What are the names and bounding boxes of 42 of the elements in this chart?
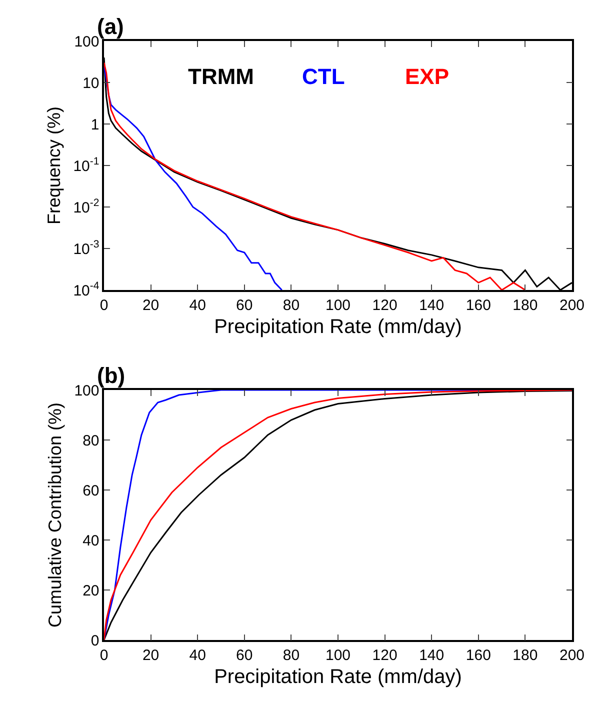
x-tick-label: 100 xyxy=(325,646,351,664)
x-tick-label: 160 xyxy=(466,646,491,664)
x-tick-label: 200 xyxy=(559,296,585,314)
x-tick-label: 180 xyxy=(512,296,538,314)
y-axis-title: Cumulative Contribution (%) xyxy=(44,402,65,628)
y-tick-label: 10$^{-1}$ xyxy=(73,155,100,175)
x-tick-label: 120 xyxy=(372,646,398,664)
y-tick-label: 60 xyxy=(82,482,100,500)
y-tick-label: 20 xyxy=(82,582,100,600)
x-tick-label: 160 xyxy=(466,296,491,314)
x-tick-label: 20 xyxy=(142,296,160,314)
y-tick-label: 10 xyxy=(82,74,100,92)
x-tick-label: 20 xyxy=(142,646,160,664)
x-axis-title: Precipitation Rate (mm/day) xyxy=(214,316,462,338)
chart-title: (a) xyxy=(97,14,124,39)
text: CTL xyxy=(302,64,345,89)
x-tick-label: 60 xyxy=(236,296,253,314)
y-tick-label: 1 xyxy=(90,116,100,134)
text: TRMM xyxy=(188,64,254,89)
x-axis-title: Precipitation Rate (mm/day) xyxy=(214,666,462,688)
x-tick-label: 60 xyxy=(236,646,253,664)
y-axis-title: Frequency (%) xyxy=(44,106,64,225)
chart-title: (b) xyxy=(97,363,126,388)
x-tick-label: 80 xyxy=(282,646,300,664)
y-tick-label: 80 xyxy=(82,432,100,450)
x-tick-label: 100 xyxy=(325,296,351,314)
x-tick-label: 200 xyxy=(559,646,585,664)
x-tick-label: 140 xyxy=(419,646,444,664)
x-tick-label: 40 xyxy=(189,646,206,664)
y-tick-label: 100 xyxy=(74,382,100,400)
x-tick-label: 80 xyxy=(282,296,300,314)
x-tick-label: 140 xyxy=(419,296,444,314)
x-tick-label: 40 xyxy=(189,296,206,314)
y-tick-label: 40 xyxy=(82,532,100,550)
y-tick-label: 0 xyxy=(90,632,100,650)
x-tick-label: 120 xyxy=(372,296,398,314)
y-tick-label: 10$^{-2}$ xyxy=(73,196,100,216)
x-tick-label: 180 xyxy=(512,646,538,664)
text: EXP xyxy=(405,64,450,89)
y-tick-label: 10$^{-3}$ xyxy=(73,238,100,258)
y-tick-label: 100 xyxy=(74,33,100,50)
y-tick-label: 10$^{-4}$ xyxy=(73,280,100,300)
